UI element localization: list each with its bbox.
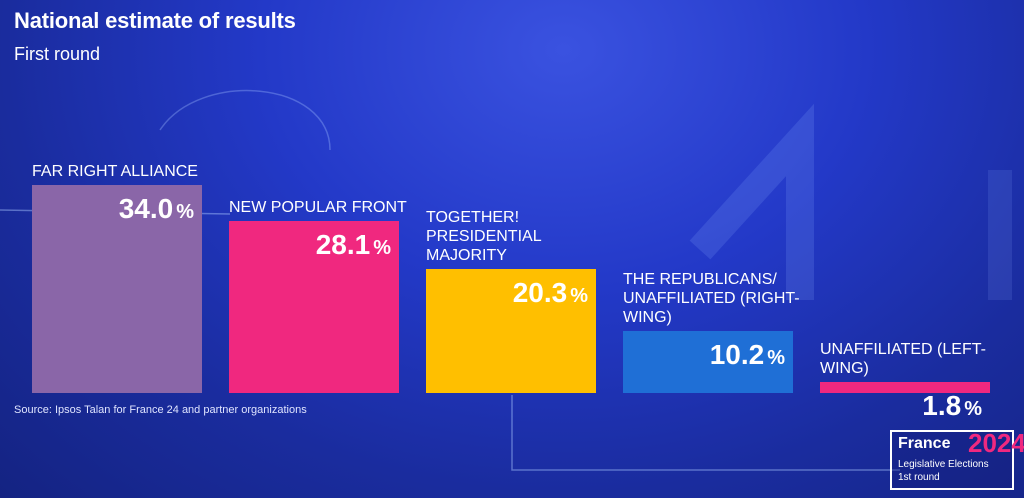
bar-category-label: NEW POPULAR FRONT — [229, 199, 407, 217]
logo-year: 2024 — [968, 428, 1024, 458]
bar — [623, 330, 793, 393]
bar-value-unit: % — [767, 346, 785, 369]
page-title: National estimate of results — [14, 8, 296, 33]
bar-value-unit: % — [373, 237, 391, 260]
bar-value-label: 20.3% — [426, 277, 588, 309]
bar-value-number: 28.1 — [315, 229, 371, 261]
bar-value-number: 10.2 — [709, 338, 765, 370]
bar-category-label: UNAFFILIATED (LEFT-WING) — [820, 340, 986, 377]
bar-value-unit: % — [570, 284, 588, 307]
bar-value-unit: % — [176, 201, 194, 223]
page-subtitle: First round — [14, 44, 101, 64]
bar-value-label: 1.8% — [820, 390, 982, 422]
bar — [32, 185, 202, 393]
bar — [229, 221, 399, 393]
bar-value-label: 34.0% — [32, 193, 194, 225]
bar-value-number: 1.8 — [922, 389, 962, 421]
bar-category-label: TOGETHER! PRESIDENTIAL MAJORITY — [426, 208, 541, 264]
bar-value-unit: % — [964, 397, 982, 420]
bar — [820, 381, 990, 393]
logo-line-1: Legislative Elections — [898, 459, 989, 470]
bar — [426, 268, 596, 393]
bar-category-label: FAR RIGHT ALLIANCE — [32, 163, 198, 180]
france24-logo: France 2024 Legislative Elections 1st ro… — [890, 428, 1024, 490]
bar-value-number: 34.0 — [118, 193, 174, 224]
bar-value-label: 28.1% — [229, 229, 391, 261]
bar-value-label: 10.2% — [623, 339, 785, 371]
logo-brand: France — [898, 435, 951, 452]
bar-category-label: THE REPUBLICANS/ UNAFFILIATED (RIGHT-WIN… — [623, 270, 800, 326]
source-note: Source: Ipsos Talan for France 24 and pa… — [14, 404, 307, 416]
logo-line-2: 1st round — [898, 472, 940, 483]
bar-value-number: 20.3 — [512, 276, 568, 308]
